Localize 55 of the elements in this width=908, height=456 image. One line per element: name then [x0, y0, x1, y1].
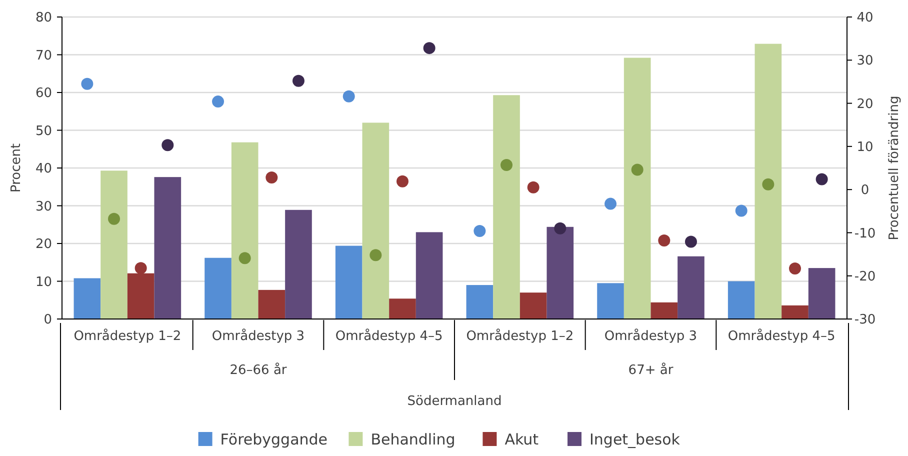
legend-label: Akut — [504, 430, 539, 448]
x-tick-label: Områdestyp 4–5 — [335, 328, 443, 344]
text: Södermanland — [407, 394, 502, 409]
bar — [466, 285, 494, 319]
bar — [493, 95, 520, 319]
bar — [154, 177, 182, 319]
bar — [597, 283, 624, 319]
bar — [624, 58, 651, 319]
bar — [258, 290, 286, 319]
y-tick-label: 20 — [35, 237, 52, 252]
bar — [389, 298, 416, 319]
y-tick-label: 30 — [35, 199, 52, 214]
legend-label: Behandling — [370, 430, 456, 448]
bar — [204, 258, 232, 319]
y2-tick-label: 0 — [860, 183, 870, 198]
legend-label: Förebyggande — [220, 430, 328, 448]
bar — [335, 246, 362, 319]
y2-axis-title: Procentuell förändring — [887, 96, 902, 240]
y-axis-title: Procent — [9, 143, 24, 193]
y2-tick-label: 20 — [856, 96, 874, 112]
y-tick-label: 60 — [35, 86, 52, 102]
bar — [362, 122, 390, 319]
bar — [782, 305, 808, 319]
bar — [546, 226, 574, 319]
bar — [100, 170, 128, 319]
bar — [650, 302, 678, 319]
text: 67+ år — [628, 362, 674, 378]
bar — [754, 44, 782, 319]
bar — [808, 268, 836, 319]
y-tick-label: 40 — [35, 162, 52, 177]
bar — [678, 256, 704, 319]
bar — [520, 292, 547, 319]
bar — [416, 232, 443, 319]
y2-tick-label: -20 — [854, 269, 876, 284]
y2-tick-label: 10 — [856, 140, 874, 155]
y-tick-label: 50 — [35, 124, 52, 139]
x-tick-label: Områdestyp 4–5 — [728, 328, 836, 344]
x-tick-label: Områdestyp 3 — [212, 328, 305, 344]
bar — [231, 142, 258, 319]
bar — [728, 281, 755, 319]
x-tick-label: Områdestyp 1–2 — [74, 328, 182, 344]
y-tick-label: 70 — [35, 48, 52, 64]
bar — [74, 278, 101, 319]
y-tick-label: 80 — [35, 10, 52, 26]
text: 26–66 år — [230, 362, 288, 378]
y2-tick-label: -10 — [854, 226, 876, 242]
y2-tick-label: -30 — [854, 312, 876, 328]
y-tick-label: 0 — [44, 312, 52, 328]
x-tick-label: Områdestyp 1–2 — [466, 328, 574, 344]
bar — [285, 210, 312, 319]
y2-tick-label: 40 — [856, 10, 874, 26]
legend-label: Inget_besok — [590, 430, 680, 448]
y2-tick-label: 30 — [856, 54, 874, 69]
x-tick-label: Områdestyp 3 — [604, 328, 698, 344]
y-tick-label: 10 — [35, 274, 52, 290]
